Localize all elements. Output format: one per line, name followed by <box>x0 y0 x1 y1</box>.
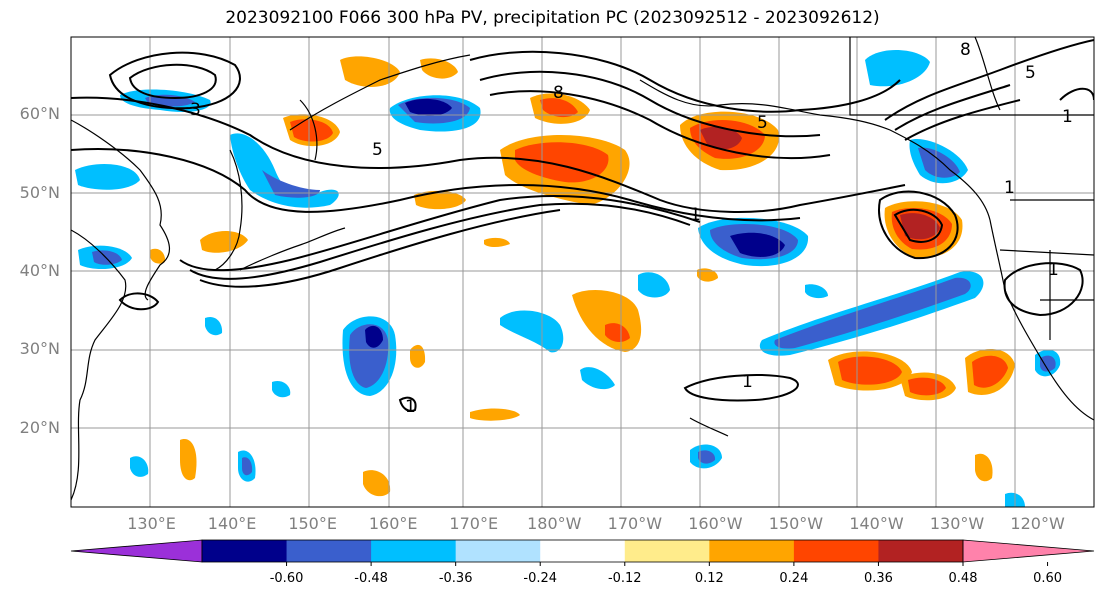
colorbar-bin <box>540 540 626 562</box>
longitude-label: 130°W <box>929 514 985 533</box>
contour-labels: 1 1 1 1 1 1 3 5 5 5 8 8 <box>190 40 1073 417</box>
longitude-label: 150°E <box>288 514 337 533</box>
latitude-label: 60°N <box>19 104 60 124</box>
longitude-label: 160°E <box>368 514 418 533</box>
colorbar-extend-high <box>962 539 1095 563</box>
longitude-label: 180°W <box>527 514 582 533</box>
colorbar-frame <box>201 539 964 563</box>
colorbar-bin <box>878 540 964 562</box>
contour-label: 1 <box>1048 260 1059 280</box>
colorbar-bin <box>793 540 879 562</box>
colorbar-bin <box>202 540 288 562</box>
colorbar-tick-label: -0.48 <box>354 571 388 586</box>
colorbar-tick-label: -0.24 <box>523 571 558 586</box>
colorbar-bin <box>286 540 372 562</box>
latitude-label: 50°N <box>19 182 60 202</box>
contour-label: 5 <box>372 140 383 160</box>
pv-contours <box>71 39 1094 412</box>
colorbar-tick-label: 0.12 <box>694 571 724 586</box>
contour-label: 5 <box>757 113 768 133</box>
colorbar-tick-label: 0.48 <box>948 571 978 586</box>
colorbar-bin <box>624 540 710 562</box>
colorbar-tick-label: -0.36 <box>438 571 473 586</box>
colorbar-tick-label: 0.24 <box>779 571 809 586</box>
contour-label: 5 <box>1025 63 1036 83</box>
contour-label: 1 <box>690 205 701 225</box>
contour-label: 8 <box>960 40 971 60</box>
colorbar-bin <box>371 540 457 562</box>
colorbar-tick-label: 0.60 <box>1033 571 1063 586</box>
longitude-label: 140°E <box>207 514 257 533</box>
latitude-label: 20°N <box>19 417 60 437</box>
contour-label: 8 <box>553 83 564 103</box>
colorbar-tick-label: -0.60 <box>269 571 304 586</box>
latitude-label: 30°N <box>19 339 60 359</box>
longitude-label: 170°W <box>607 514 663 533</box>
contour-label: 1 <box>742 372 753 392</box>
map-panel: 1 1 1 1 1 1 3 5 5 5 8 8 <box>70 36 1095 508</box>
longitude-label: 120°W <box>1010 514 1065 533</box>
latitude-label: 40°N <box>19 261 60 280</box>
coastlines <box>71 37 1094 501</box>
contour-label: 1 <box>1062 107 1073 127</box>
longitude-label: 130°E <box>127 514 176 533</box>
colorbar-extend-low <box>70 539 203 563</box>
longitude-label: 150°W <box>768 514 824 533</box>
contour-label: 1 <box>405 397 416 417</box>
longitude-label: 170°E <box>449 514 499 533</box>
longitude-label: 160°W <box>688 514 743 533</box>
map-frame <box>70 36 1095 508</box>
colorbar-bin <box>709 540 795 562</box>
colorbar-tick-label: 0.36 <box>863 571 893 586</box>
contour-label: 1 <box>1004 178 1015 198</box>
colorbar-tick-label: -0.12 <box>607 571 642 586</box>
negative-precip-anomalies <box>75 50 1061 507</box>
positive-precip-anomalies <box>150 56 1015 497</box>
longitude-label: 140°W <box>849 514 904 533</box>
contour-label: 3 <box>190 100 201 120</box>
figure-title: 2023092100 F066 300 hPa PV, precipitatio… <box>225 8 880 28</box>
colorbar-bin <box>455 540 541 562</box>
